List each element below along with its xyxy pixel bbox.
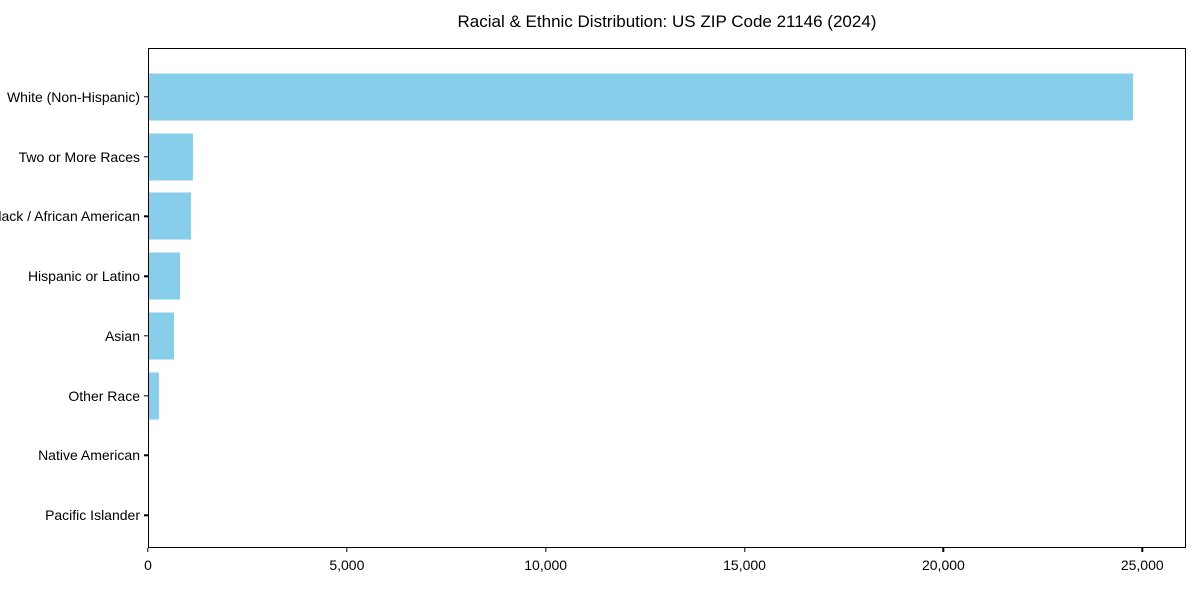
x-tick-label: 0 bbox=[144, 557, 152, 573]
bar-row: Two or More Races bbox=[19, 127, 1185, 187]
x-tick-label: 10,000 bbox=[524, 557, 568, 573]
x-tick-label: 5,000 bbox=[329, 557, 365, 573]
x-tick-mark bbox=[346, 548, 348, 552]
bar-row: Hispanic or Latino bbox=[28, 246, 1185, 306]
bar-row: Other Race bbox=[68, 366, 1185, 426]
x-tick-label: 15,000 bbox=[723, 557, 766, 573]
bar-row: Asian bbox=[105, 306, 1185, 366]
bar bbox=[149, 252, 181, 300]
x-tick-mark bbox=[942, 548, 945, 552]
x-tick-mark bbox=[544, 548, 547, 552]
bar-row: White (Non-Hispanic) bbox=[7, 67, 1185, 127]
category-label: Native American bbox=[38, 447, 140, 464]
bar bbox=[149, 73, 1134, 121]
bar bbox=[149, 372, 159, 420]
y-tick-mark bbox=[144, 155, 148, 158]
category-label: Hispanic or Latino bbox=[27, 268, 140, 285]
category-label: Other Race bbox=[68, 387, 140, 404]
bar-row: Pacific Islander bbox=[45, 485, 1185, 545]
x-axis: 0 5,000 10,000 15,000 20,000 25,000 bbox=[144, 548, 1186, 588]
x-tick-mark bbox=[743, 548, 746, 552]
y-tick-mark bbox=[144, 454, 148, 457]
category-label: Two or More Races bbox=[18, 148, 140, 165]
bars-container: White (Non-Hispanic) Two or More Races Bla… bbox=[0, 67, 1185, 545]
x-tick-label: 25,000 bbox=[1120, 557, 1164, 573]
y-tick-mark bbox=[144, 215, 148, 218]
y-tick-mark bbox=[144, 96, 148, 98]
y-tick-mark bbox=[144, 335, 148, 337]
x-tick-label: 20,000 bbox=[921, 557, 965, 573]
x-tick-mark bbox=[147, 548, 149, 552]
category-label: Black / African American bbox=[0, 208, 140, 225]
category-label: Asian bbox=[104, 327, 140, 344]
bar-row: Native American bbox=[38, 426, 1185, 486]
y-tick-mark bbox=[144, 394, 148, 397]
category-label: White (Non-Hispanic) bbox=[6, 88, 140, 105]
plot-area: White (Non-Hispanic) Two or More Races Bla… bbox=[0, 48, 1186, 548]
y-tick-mark bbox=[144, 514, 148, 516]
category-label: Pacific Islander bbox=[45, 507, 140, 524]
chart-title: Racial & Ethnic Distribution: US ZIP Cod… bbox=[457, 12, 877, 31]
bar bbox=[149, 133, 194, 181]
bar bbox=[149, 192, 191, 240]
bar bbox=[149, 312, 174, 360]
x-tick-mark bbox=[1141, 548, 1143, 552]
y-tick-mark bbox=[144, 275, 148, 277]
bar-row: Black / African American bbox=[0, 187, 1185, 247]
